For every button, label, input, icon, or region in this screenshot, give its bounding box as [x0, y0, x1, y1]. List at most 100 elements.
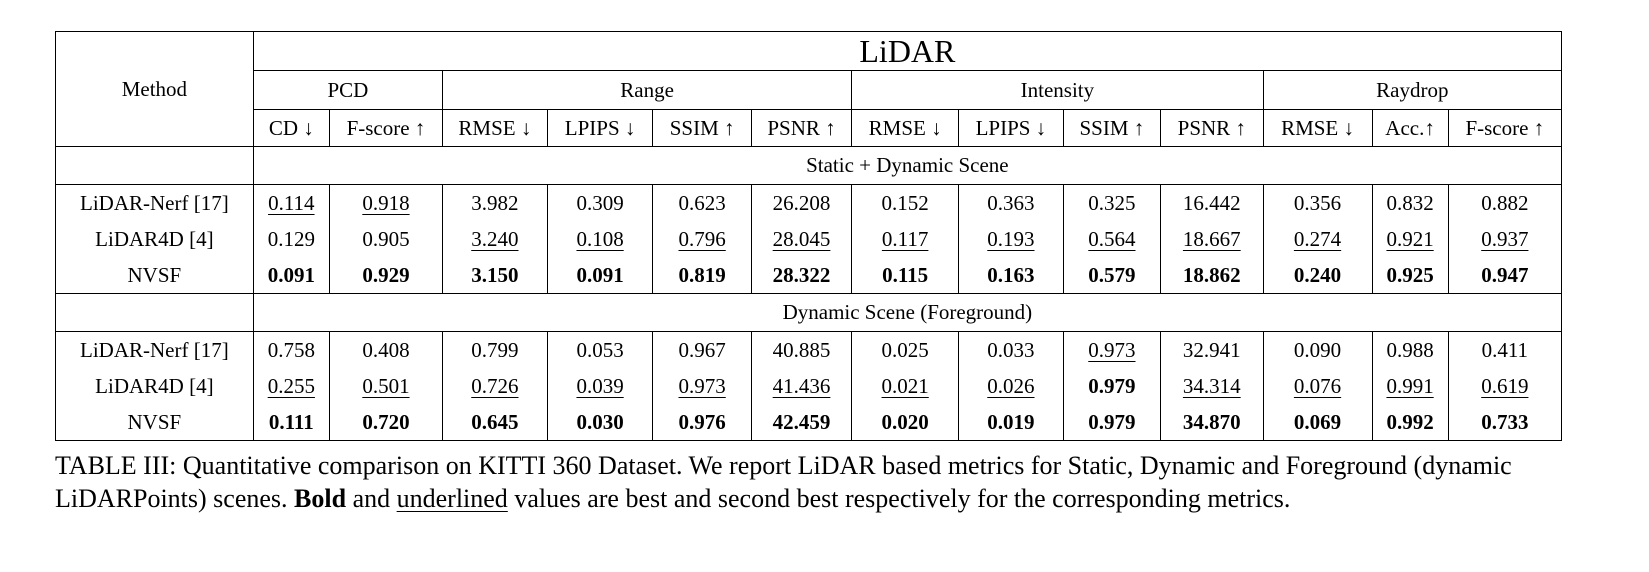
metric-cell: 0.623 — [652, 184, 752, 221]
second-best-value: 0.796 — [678, 226, 726, 251]
best-value: 0.979 — [1088, 409, 1136, 434]
section-header-row: Static + Dynamic Scene — [55, 146, 1563, 185]
metric-cell: 0.033 — [958, 331, 1064, 368]
metric-cell: 0.019 — [958, 404, 1064, 441]
metric-cell: 28.045 — [750, 221, 853, 257]
metric-cell: 32.941 — [1160, 331, 1264, 368]
best-value: 0.240 — [1293, 262, 1342, 287]
best-value: 0.733 — [1481, 409, 1529, 434]
metric-cell: 0.091 — [546, 257, 654, 294]
metric-value: 0.623 — [678, 190, 726, 215]
metric-cell: 16.442 — [1160, 184, 1264, 221]
metric-cell: 0.021 — [851, 368, 960, 404]
metric-cell: 0.076 — [1262, 368, 1373, 404]
lidar-title: LiDAR — [252, 31, 1563, 71]
second-best-value: 41.436 — [772, 373, 831, 398]
metric-header: RMSE ↓ — [851, 109, 960, 147]
metric-cell: 0.925 — [1371, 257, 1449, 294]
section-title: Static + Dynamic Scene — [252, 146, 1563, 185]
metric-cell: 0.240 — [1262, 257, 1373, 294]
metric-cell: 0.152 — [851, 184, 960, 221]
metric-cell: 0.115 — [851, 257, 960, 294]
metric-value: 0.408 — [362, 337, 410, 362]
second-best-value: 0.193 — [987, 226, 1035, 251]
metric-cell: 0.026 — [958, 368, 1064, 404]
second-best-value: 0.921 — [1386, 226, 1434, 251]
metric-cell: 40.885 — [750, 331, 853, 368]
caption-bold-word: Bold — [294, 484, 347, 513]
caption-underlined-word: underlined — [396, 484, 508, 513]
table-row: LiDAR4D [4] 0.255 0.501 0.726 0.039 0.973 41.4… — [55, 368, 1563, 404]
best-value: 3.150 — [471, 262, 519, 287]
metric-value: 0.090 — [1293, 337, 1342, 362]
section-header-row: Dynamic Scene (Foreground) — [55, 293, 1563, 332]
second-best-value: 0.108 — [576, 226, 624, 251]
metric-value: 0.025 — [881, 337, 929, 362]
metric-value: 0.882 — [1481, 190, 1529, 215]
method-name: NVSF — [55, 257, 254, 294]
metric-header: F-score ↑ — [1447, 109, 1563, 147]
second-best-value: 3.240 — [471, 226, 519, 251]
metric-cell: 3.150 — [442, 257, 548, 294]
method-name: LiDAR-Nerf [17] — [55, 331, 254, 368]
group-header-raydrop: Raydrop — [1262, 70, 1563, 110]
second-best-value: 18.667 — [1182, 226, 1241, 251]
best-value: 28.322 — [772, 262, 831, 287]
metric-cell: 0.025 — [851, 331, 960, 368]
group-header-range: Range — [442, 70, 853, 110]
metric-value: 0.033 — [987, 337, 1035, 362]
metric-cell: 0.720 — [328, 404, 444, 441]
metric-cell: 0.619 — [1447, 368, 1563, 404]
metric-cell: 3.240 — [442, 221, 548, 257]
second-best-value: 0.619 — [1481, 373, 1529, 398]
metric-value: 0.152 — [881, 190, 929, 215]
group-header-pcd: PCD — [252, 70, 444, 110]
metric-cell: 0.976 — [652, 404, 752, 441]
best-value: 0.992 — [1386, 409, 1434, 434]
best-value: 0.115 — [882, 262, 929, 287]
second-best-value: 0.726 — [471, 373, 519, 398]
results-table: Method LiDAR PCD Range Intensity Raydrop CD ↓ F… — [55, 31, 1563, 441]
metric-value: 3.982 — [471, 190, 519, 215]
metric-value: 0.309 — [576, 190, 624, 215]
metric-cell: 34.314 — [1160, 368, 1264, 404]
metric-cell: 0.726 — [442, 368, 548, 404]
best-value: 0.163 — [987, 262, 1035, 287]
metric-cell: 28.322 — [750, 257, 853, 294]
metric-value: 0.967 — [678, 337, 726, 362]
metric-cell: 0.929 — [328, 257, 444, 294]
method-name: LiDAR4D [4] — [55, 221, 254, 257]
metric-cell: 0.991 — [1371, 368, 1449, 404]
metric-cell: 0.030 — [546, 404, 654, 441]
metric-header: Acc.↑ — [1371, 109, 1449, 147]
metric-cell: 18.667 — [1160, 221, 1264, 257]
table-row: LiDAR4D [4] 0.129 0.905 3.240 0.108 0.796 28.0… — [55, 221, 1563, 257]
method-name: NVSF — [55, 404, 254, 441]
metric-cell: 0.819 — [652, 257, 752, 294]
best-value: 0.929 — [362, 262, 410, 287]
metric-header: RMSE ↓ — [1262, 109, 1373, 147]
metric-cell: 3.982 — [442, 184, 548, 221]
best-value: 18.862 — [1182, 262, 1241, 287]
best-value: 0.111 — [268, 409, 314, 434]
group-header-intensity: Intensity — [851, 70, 1264, 110]
metric-cell: 0.193 — [958, 221, 1064, 257]
metric-cell: 0.979 — [1062, 368, 1162, 404]
header-row-groups: PCD Range Intensity Raydrop — [56, 70, 1563, 110]
metric-value: 0.758 — [267, 337, 315, 362]
metric-cell: 26.208 — [750, 184, 853, 221]
metric-cell: 41.436 — [750, 368, 853, 404]
best-value: 0.976 — [678, 409, 726, 434]
metric-value: 16.442 — [1182, 190, 1241, 215]
second-best-value: 0.026 — [987, 373, 1035, 398]
metric-cell: 0.114 — [252, 184, 330, 221]
best-value: 0.947 — [1481, 262, 1529, 287]
metric-cell: 0.947 — [1447, 257, 1563, 294]
section-title: Dynamic Scene (Foreground) — [252, 293, 1563, 332]
header-row-metrics: CD ↓ F-score ↑ RMSE ↓ LPIPS ↓ SSIM ↑ PSNR ↑ RM… — [56, 109, 1563, 147]
metric-cell: 0.255 — [252, 368, 330, 404]
metric-cell: 0.832 — [1371, 184, 1449, 221]
best-value: 0.979 — [1088, 373, 1136, 398]
metric-value: 32.941 — [1182, 337, 1241, 362]
